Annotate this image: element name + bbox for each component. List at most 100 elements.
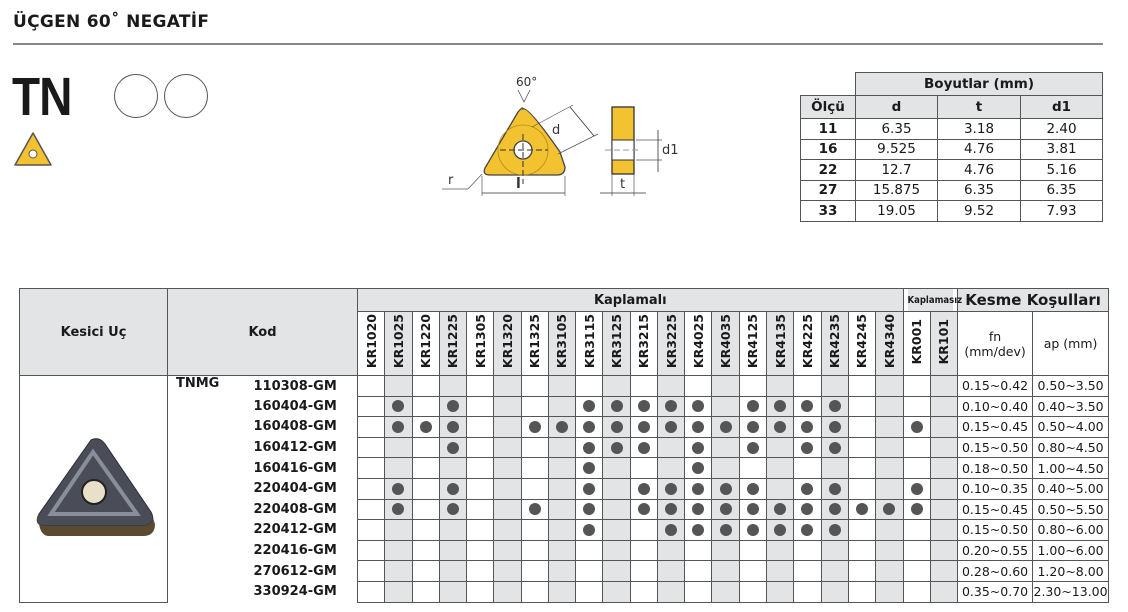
available-dot-icon	[828, 420, 841, 433]
grade-cell-kr3115	[575, 416, 604, 438]
uncoated-header: Kaplamasız	[906, 288, 962, 312]
grade-cell-kr4025	[684, 457, 713, 479]
dims-col-header: t	[937, 95, 1021, 119]
grade-cell-kr4245	[847, 560, 877, 582]
grade-cell-kr1025	[384, 436, 413, 459]
grade-header-kr4135: KR4135	[765, 311, 795, 376]
grade-cell-kr1025	[384, 375, 413, 397]
grade-cell-kr4035	[711, 477, 740, 500]
grade-cell-kr1325	[520, 477, 549, 500]
grade-cell-kr4035	[711, 539, 740, 562]
insert-code[interactable]: 220416-GM	[253, 543, 337, 559]
available-dot-icon	[746, 482, 759, 495]
insert-diagram: 60° d r l d1 t	[442, 75, 679, 196]
available-dot-icon	[665, 503, 678, 516]
dimensions-table: Boyutlar (mm) Ölçü d t d1 11 6.35 3.18 2.40 16 9…	[800, 72, 1103, 222]
grade-cell-kr4025	[684, 560, 713, 582]
grade-cell-kr4135	[765, 539, 795, 562]
available-dot-icon	[446, 503, 459, 516]
svg-text:r: r	[448, 173, 454, 188]
grade-cell-kr4340	[875, 375, 904, 397]
grade-cell-kr4135	[765, 436, 795, 459]
grade-cell-kr3215	[629, 457, 658, 479]
grade-cell-kr1225	[438, 580, 468, 603]
available-dot-icon	[774, 420, 787, 433]
insert-code[interactable]: 160416-GM	[253, 460, 337, 476]
svg-text:d1: d1	[662, 143, 679, 158]
grade-cell-kr1305	[466, 457, 495, 479]
grade-cell-kr4135	[765, 457, 795, 479]
grade-cell-kr4025	[684, 416, 713, 438]
available-dot-icon	[801, 503, 814, 516]
dims-row: 16 9.525 4.76 3.81	[800, 138, 1103, 160]
insert-code[interactable]: 110308-GM	[253, 378, 337, 394]
grade-cell-kr4035	[711, 375, 740, 397]
grade-cell-kr4035	[711, 457, 740, 479]
grade-cell-kr3125	[602, 560, 631, 582]
grade-cell-kr4340	[875, 457, 904, 479]
table-row: TNMG 110308-GM 0.15~0.42 0.50~3.50	[19, 375, 1110, 603]
grade-cell-kr1325	[520, 560, 549, 582]
insert-code[interactable]: 160412-GM	[253, 440, 337, 456]
insert-code[interactable]: 330924-GM	[253, 584, 337, 600]
grade-cell-kr4235	[820, 580, 849, 603]
insert-code[interactable]: 220412-GM	[253, 522, 337, 538]
insert-code[interactable]: 270612-GM	[253, 563, 337, 579]
available-dot-icon	[692, 482, 705, 495]
grade-cell-kr4235	[820, 436, 849, 459]
ap-header: ap (mm)	[1032, 311, 1110, 376]
dims-row: 33 19.05 9.52 7.93	[800, 200, 1103, 222]
grade-header-kr4125: KR4125	[738, 311, 767, 376]
grade-cell-kr1320	[493, 560, 522, 582]
insert-image	[36, 437, 155, 536]
available-dot-icon	[828, 441, 841, 454]
grade-cell-kr3215	[629, 580, 658, 603]
dims-cell: 3.18	[937, 118, 1021, 140]
ap-value: 1.00~4.50	[1032, 457, 1110, 479]
grade-cell-kr3115	[575, 375, 604, 397]
dims-cell: 16	[800, 138, 856, 160]
grade-cell-kr4245	[847, 539, 877, 562]
available-dot-icon	[419, 420, 432, 433]
grade-cell-kr1220	[411, 375, 440, 397]
grade-cell-kr1220	[411, 580, 440, 603]
grade-cell-kr4340	[875, 539, 904, 562]
grade-cell-kr1325	[520, 436, 549, 459]
insert-code[interactable]: 220404-GM	[253, 481, 337, 497]
grade-cell-kr3115	[575, 580, 604, 603]
insert-code[interactable]: 220408-GM	[253, 501, 337, 517]
available-dot-icon	[665, 523, 678, 536]
grade-cell-kr4035	[711, 395, 740, 418]
available-dot-icon	[610, 420, 623, 433]
insert-code[interactable]: 160404-GM	[253, 398, 337, 414]
grade-cell-kr4125	[738, 395, 767, 418]
grade-header-kr4025: KR4025	[684, 311, 713, 376]
grade-cell-kr3105	[547, 580, 577, 603]
grade-cell-kr4235	[820, 395, 849, 418]
grade-cell-kr4340	[875, 519, 904, 541]
grade-header-kr1220: KR1220	[411, 311, 440, 376]
grade-cell-kr1225	[438, 477, 468, 500]
grade-cell-kr001	[902, 580, 931, 603]
available-dot-icon	[692, 400, 705, 413]
fn-value: 0.28~0.60	[957, 560, 1034, 582]
grade-cell-kr1025	[384, 560, 413, 582]
fn-value: 0.18~0.50	[957, 457, 1034, 479]
grade-cell-kr1020	[356, 477, 386, 500]
grade-cell-kr101	[929, 539, 959, 562]
ap-value: 1.20~8.00	[1032, 560, 1110, 582]
grade-cell-kr1320	[493, 519, 522, 541]
available-dot-icon	[637, 441, 650, 454]
grade-cell-kr1325	[520, 519, 549, 541]
code-header: Kod	[167, 288, 358, 376]
grade-cell-kr3115	[575, 477, 604, 500]
grade-cell-kr4135	[765, 375, 795, 397]
grade-cell-kr1225	[438, 436, 468, 459]
grade-cell-kr1020	[356, 539, 386, 562]
inserts-table: Kesici Uç Kod Kaplamalı Kaplamasız Kesme…	[19, 288, 1110, 603]
grade-cell-kr1320	[493, 436, 522, 459]
fn-header: fn (mm/dev)	[957, 311, 1034, 376]
insert-code[interactable]: 160408-GM	[253, 419, 337, 435]
dims-row: 27 15.875 6.35 6.35	[800, 179, 1103, 201]
grade-cell-kr4125	[738, 416, 767, 438]
